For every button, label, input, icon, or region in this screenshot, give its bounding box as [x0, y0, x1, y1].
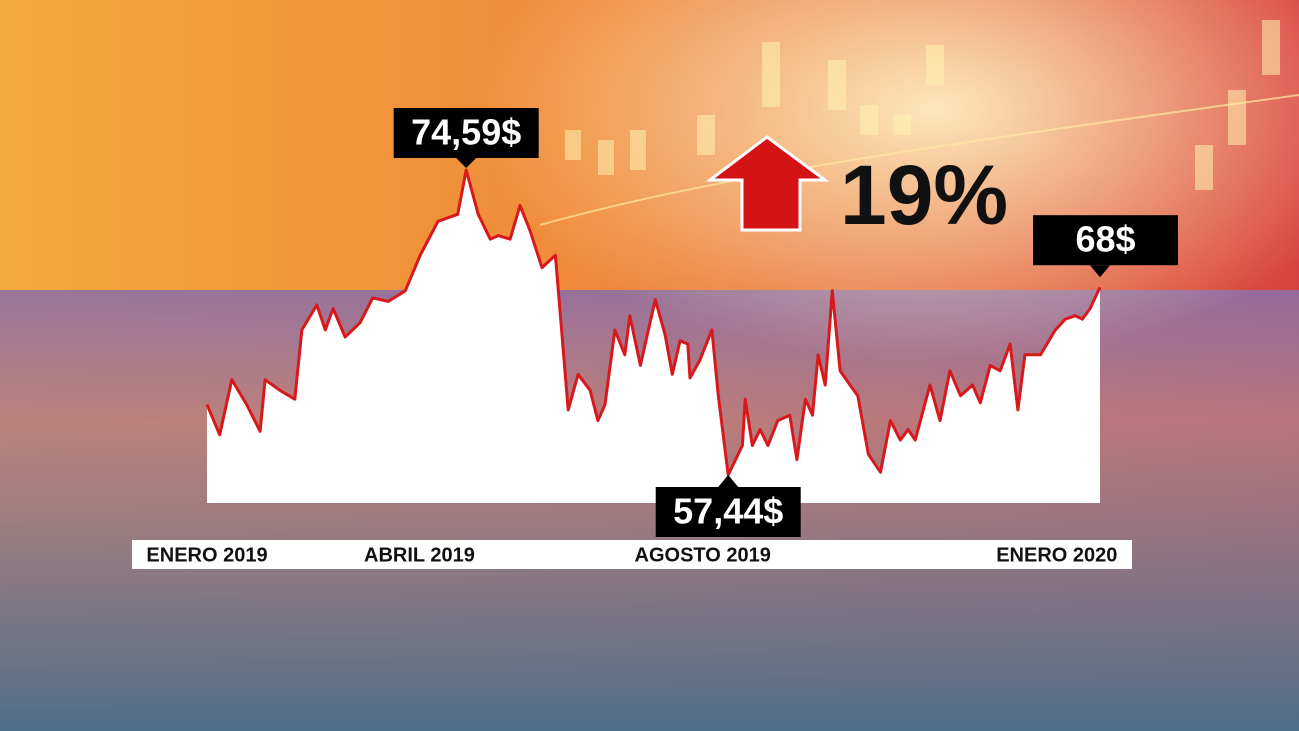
x-tick-label: ENERO 2020 [996, 544, 1117, 566]
candle [1195, 145, 1213, 190]
callout-label: 57,44$ [673, 491, 783, 532]
line [205, 168, 1102, 477]
callout-pointer [718, 475, 739, 487]
candle [630, 130, 646, 170]
callout: 68$ [1033, 215, 1178, 278]
candle [893, 115, 911, 135]
area [207, 170, 1100, 503]
callout-box [393, 108, 539, 158]
x-tick-label: ENERO 2019 [146, 544, 267, 566]
callout-pointer [1090, 265, 1110, 278]
callout: 74,59$ [393, 108, 539, 168]
x-tick-label: AGOSTO 2019 [635, 544, 771, 566]
callout: 57,44$ [655, 475, 801, 537]
callout-box [1033, 215, 1178, 266]
callout-label: 68$ [1075, 219, 1135, 260]
candle [926, 45, 944, 85]
candle [828, 60, 846, 110]
decor-curve [539, 94, 1299, 226]
candle [565, 130, 581, 160]
candle [762, 42, 780, 107]
callout-pointer [456, 158, 477, 168]
callout-label: 74,59$ [411, 112, 521, 153]
candle [697, 115, 715, 155]
up-arrow [705, 135, 830, 232]
candle [1262, 20, 1280, 75]
callout-box [655, 487, 801, 537]
x-axis-strip [132, 540, 1132, 569]
x-tick-label: ABRIL 2019 [364, 544, 475, 566]
candle [598, 140, 614, 175]
candle [860, 105, 878, 135]
candle [1228, 90, 1246, 145]
percent-change: 19% [840, 148, 1008, 242]
